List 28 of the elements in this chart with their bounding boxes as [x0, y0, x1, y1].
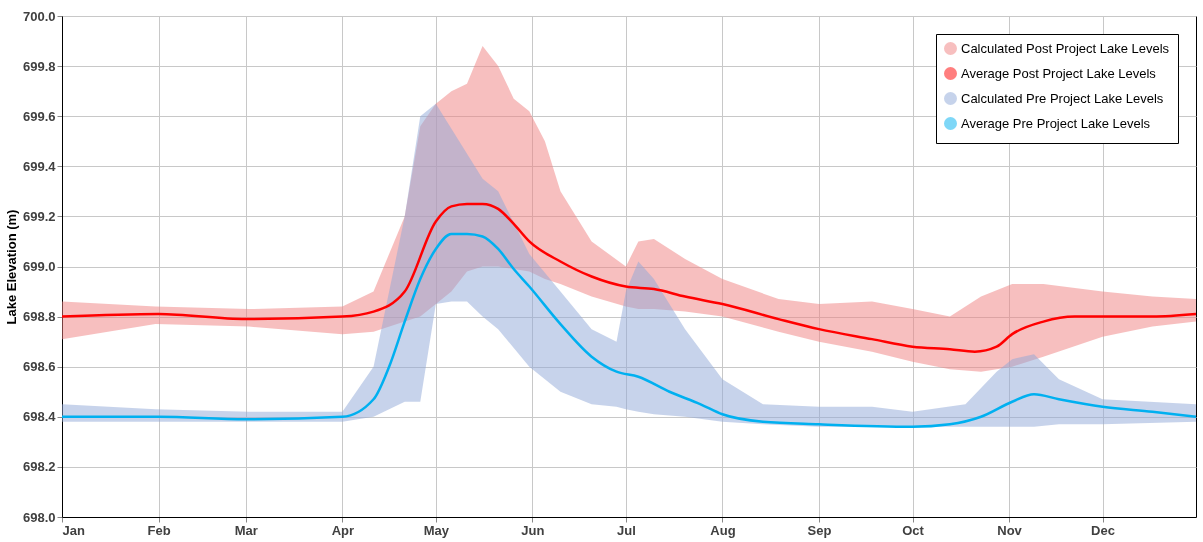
y-tick-label: 698.8 — [22, 309, 56, 325]
x-tick-label: Jan — [62, 522, 85, 538]
x-tick-label: Jul — [616, 522, 636, 538]
y-tick-label: 699.4 — [22, 158, 57, 174]
legend-label: Average Post Project Lake Levels — [961, 65, 1157, 81]
x-tick-label: Apr — [331, 522, 355, 538]
y-tick-label: 700.0 — [22, 8, 56, 24]
y-tick-label: 698.0 — [22, 509, 56, 525]
y-tick-label: 698.4 — [22, 409, 57, 425]
y-tick-label: 699.2 — [22, 208, 56, 224]
x-tick-label: Oct — [902, 522, 925, 538]
y-tick-label: 699.8 — [22, 58, 56, 74]
x-tick-label: Feb — [147, 522, 171, 538]
x-tick-label: Dec — [1091, 522, 1115, 538]
x-tick-label: Jun — [521, 522, 545, 538]
legend-label: Calculated Pre Project Lake Levels — [961, 90, 1164, 106]
y-tick-label: 698.6 — [22, 359, 56, 375]
x-tick-label: Sep — [807, 522, 832, 538]
y-tick-label: 699.0 — [22, 259, 56, 274]
x-tick-label: May — [423, 522, 450, 538]
x-tick-label: Aug — [710, 522, 736, 538]
legend-label: Average Pre Project Lake Levels — [961, 115, 1151, 131]
x-tick-label: Nov — [997, 522, 1023, 538]
x-tick-label: Mar — [234, 522, 258, 538]
legend-label: Calculated Post Project Lake Levels — [961, 40, 1170, 56]
y-tick-label: 699.6 — [22, 108, 56, 124]
y-axis-title: Lake Elevation (m) — [3, 209, 19, 325]
y-tick-label: 698.2 — [22, 459, 56, 475]
